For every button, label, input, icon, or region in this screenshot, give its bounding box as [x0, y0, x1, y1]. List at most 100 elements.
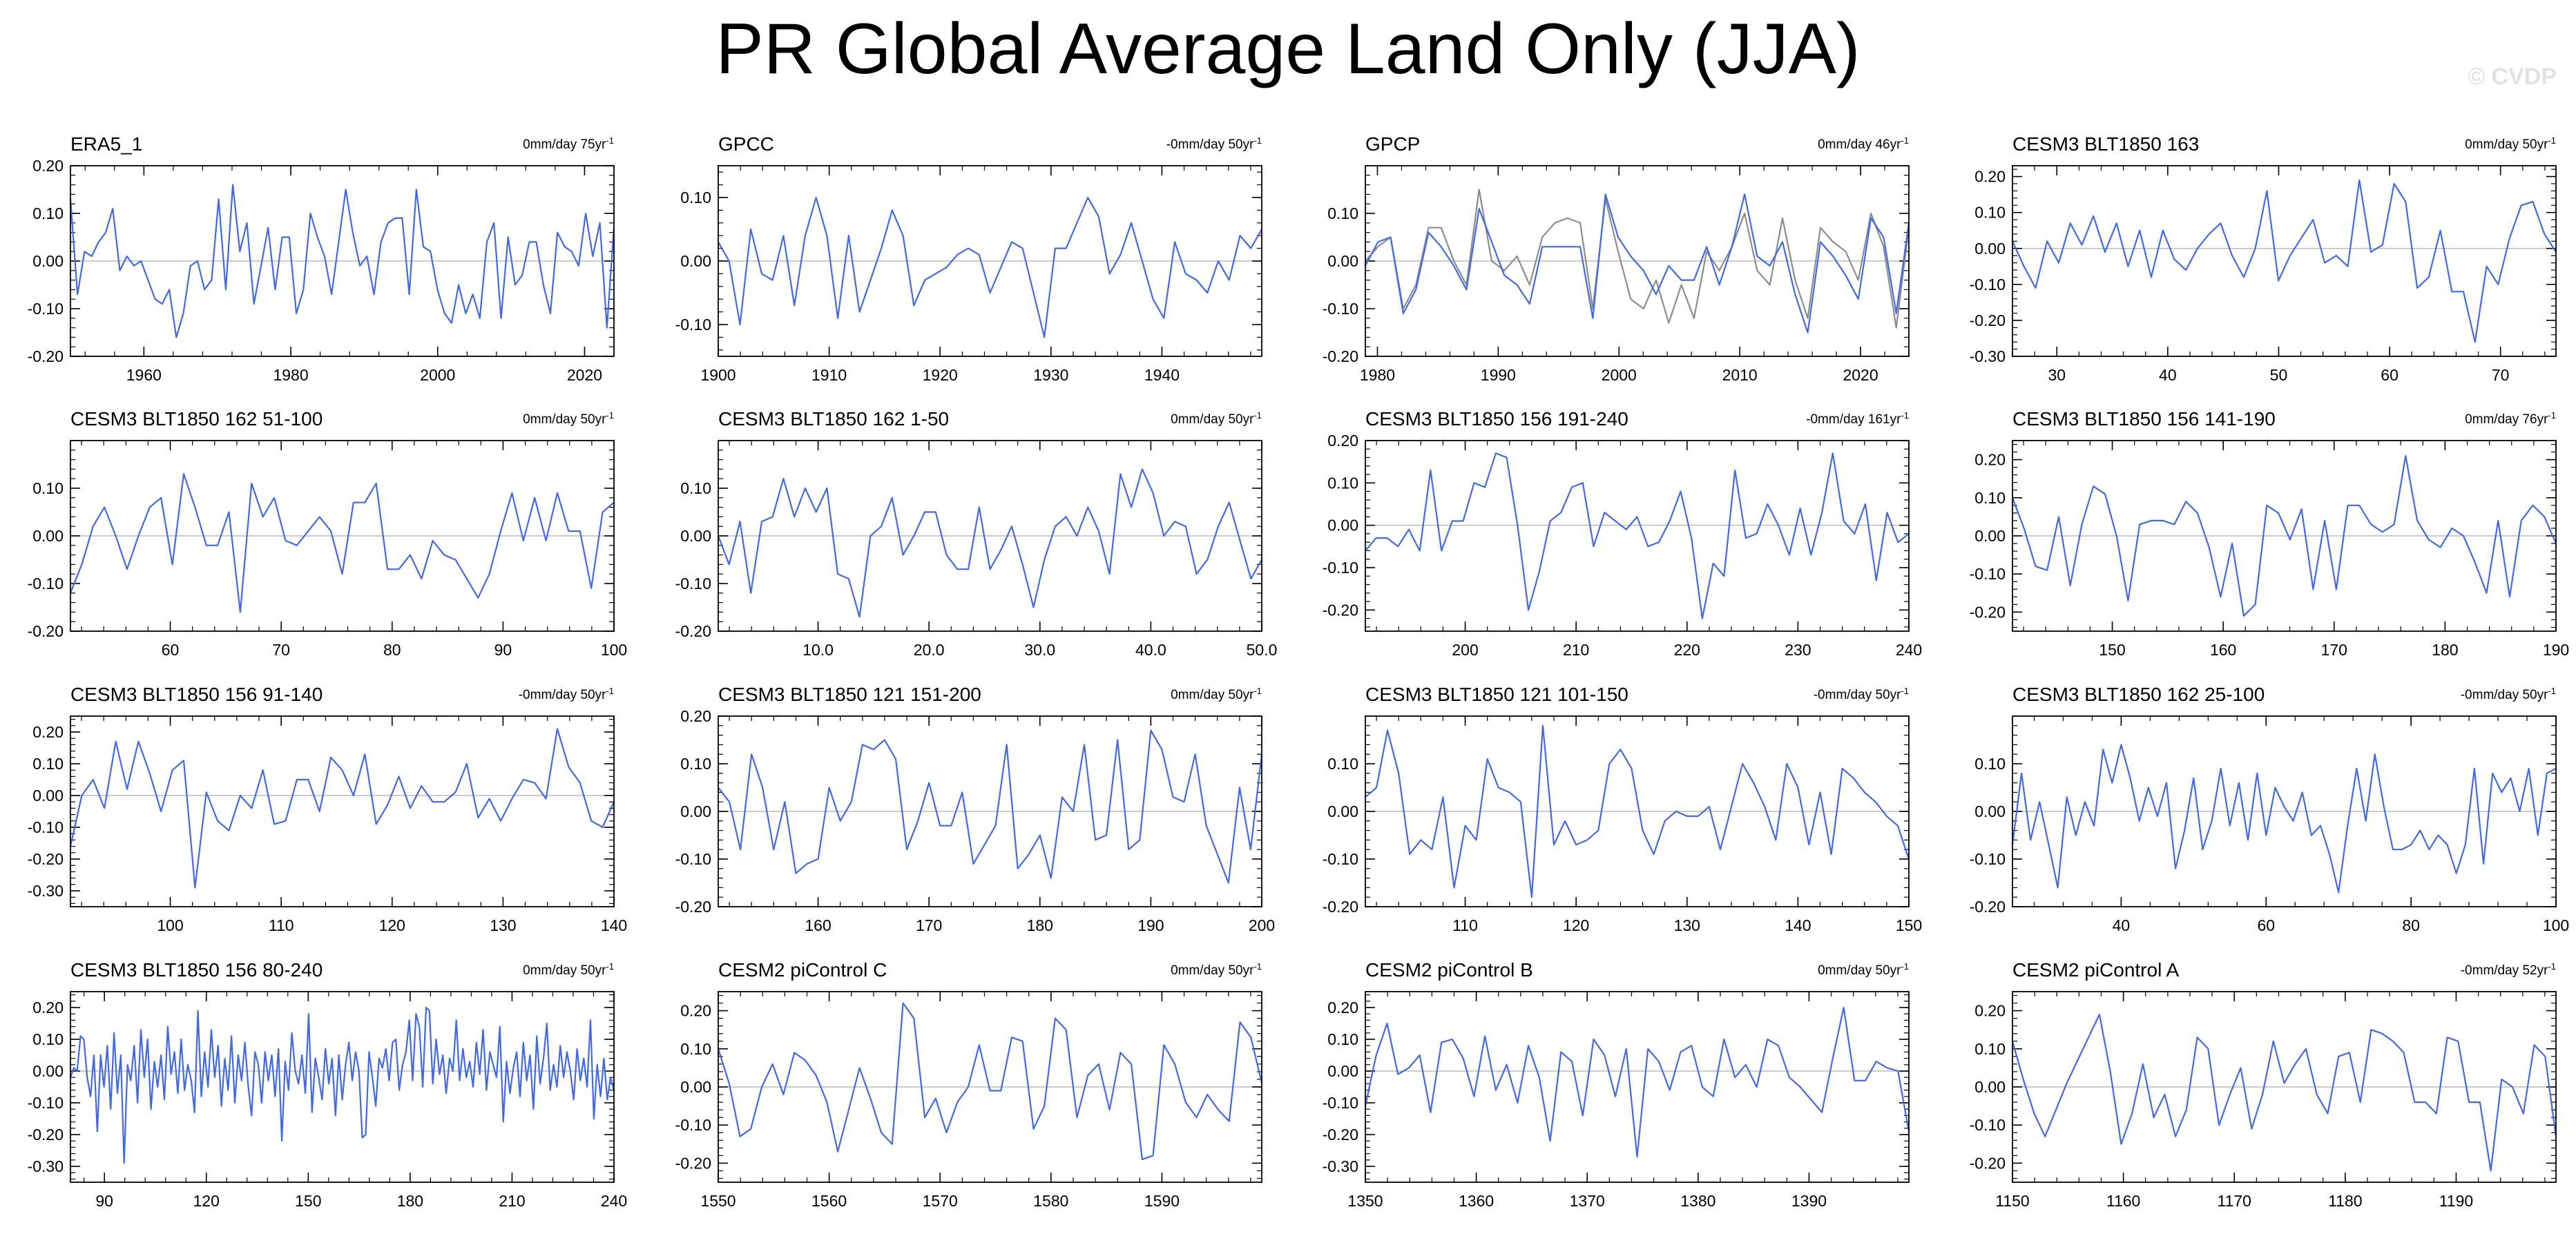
y-tick-label: -0.20: [1323, 601, 1358, 619]
panel-title: CESM3 BLT1850 156 141-190: [2012, 408, 2276, 430]
y-tick-label: 0.10: [1327, 755, 1358, 773]
x-tick-label: 1570: [923, 1192, 958, 1210]
x-tick-label: 1930: [1033, 366, 1068, 384]
x-tick-label: 60: [2381, 366, 2399, 384]
panel-title: CESM3 BLT1850 156 80-240: [70, 959, 323, 981]
x-tick-label: 110: [269, 916, 294, 934]
y-tick-label: 0.10: [32, 1030, 64, 1048]
x-tick-label: 1960: [126, 366, 162, 384]
x-tick-label: 1170: [2217, 1192, 2251, 1210]
x-tick-label: 70: [2492, 366, 2510, 384]
y-tick-label: -0.30: [28, 1157, 64, 1175]
plot-frame: [1365, 440, 1910, 632]
x-tick-label: 180: [1027, 916, 1053, 934]
plot-frame: [2012, 715, 2557, 907]
y-tick-label: -0.20: [675, 622, 711, 640]
series-line: [69, 728, 615, 889]
panel-trend-label: 0mm/day 75yr-1: [523, 135, 614, 152]
panel-trend-label: -0mm/day 50yr-1: [519, 686, 614, 702]
trend-exponent: -1: [2548, 410, 2556, 421]
x-tick-label: 210: [1563, 641, 1589, 659]
x-tick-label: 100: [2543, 916, 2569, 934]
x-tick-label: 140: [1785, 916, 1811, 934]
panel-trend-label: -0mm/day 52yr-1: [2461, 961, 2556, 978]
trend-exponent: -1: [606, 686, 614, 696]
plot-frame: [1365, 165, 1910, 357]
y-tick-label: -0.20: [28, 1126, 64, 1144]
x-tick-label: 130: [1674, 916, 1700, 934]
y-tick-label: -0.30: [1970, 347, 2006, 365]
plot-frame: [70, 991, 615, 1183]
y-tick-label: 0.10: [680, 189, 711, 206]
x-tick-label: 2010: [1722, 366, 1758, 384]
series-line: [1365, 724, 1910, 898]
x-tick-label: 1580: [1033, 1192, 1068, 1210]
y-tick-label: -0.10: [675, 575, 711, 592]
x-tick-label: 1360: [1459, 1192, 1494, 1210]
x-tick-label: 1190: [2439, 1192, 2473, 1210]
panel-trend-label: 0mm/day 76yr-1: [2465, 410, 2556, 427]
chart-panel-3: GPCP 0mm/day 46yr-1 0.10 0.00 -0.10 -0.201980…: [1323, 133, 1910, 384]
panel-trend-label: 0mm/day 50yr-1: [1171, 410, 1262, 427]
y-tick-label: -0.10: [28, 1094, 64, 1112]
series-line: [2012, 179, 2557, 343]
y-tick-label: -0.10: [1323, 300, 1358, 318]
series-line: [69, 184, 615, 338]
y-tick-label: -0.10: [28, 575, 64, 592]
y-tick-label: 0.10: [32, 755, 64, 773]
panel-title: CESM2 piControl A: [2012, 959, 2180, 981]
trend-exponent: -1: [1253, 135, 1262, 146]
y-tick-label: 0.00: [680, 527, 711, 545]
panel-title: GPCP: [1365, 133, 1420, 155]
y-tick-label: -0.20: [1970, 1154, 2006, 1172]
panel-title: CESM3 BLT1850 162 1-50: [718, 408, 949, 430]
y-tick-label: -0.20: [1323, 347, 1358, 365]
panel-title: ERA5_1: [70, 133, 142, 155]
y-tick-label: -0.20: [1970, 898, 2006, 916]
plot-frame: [70, 165, 615, 357]
x-tick-label: 1590: [1144, 1192, 1180, 1210]
y-tick-label: 0.10: [1974, 204, 2006, 222]
plot-frame: [718, 715, 1262, 907]
x-tick-label: 40: [2159, 366, 2177, 384]
x-tick-label: 1180: [2328, 1192, 2362, 1210]
series-line: [718, 196, 1262, 338]
x-tick-label: 50: [2270, 366, 2288, 384]
series-line: [2011, 744, 2557, 894]
panel-title: CESM3 BLT1850 162 51-100: [70, 408, 323, 430]
y-tick-label: -0.20: [28, 347, 64, 365]
panel-title: CESM2 piControl B: [1365, 959, 1533, 981]
trend-exponent: -1: [606, 135, 614, 146]
x-tick-label: 180: [397, 1192, 423, 1210]
x-tick-label: 1990: [1481, 366, 1516, 384]
y-tick-label: 0.20: [1327, 432, 1358, 450]
panel-trend-label: -0mm/day 50yr-1: [1166, 135, 1262, 152]
panel-title: CESM3 BLT1850 156 191-240: [1365, 408, 1628, 430]
chart-panel-11: CESM3 BLT1850 121 101-150 -0mm/day 50yr-1…: [1323, 684, 1923, 934]
y-tick-label: 0.10: [680, 1040, 711, 1058]
y-tick-label: -0.20: [1970, 603, 2006, 621]
panel-trend-label: -0mm/day 50yr-1: [2461, 686, 2556, 702]
x-tick-label: 200: [1452, 641, 1478, 659]
plot-frame: [2012, 165, 2557, 357]
y-tick-label: 0.00: [1974, 527, 2006, 545]
plot-frame: [70, 715, 615, 907]
trend-exponent: -1: [1253, 410, 1262, 421]
y-tick-label: 0.20: [32, 723, 64, 741]
panel-title: CESM3 BLT1850 162 25-100: [2012, 684, 2265, 705]
x-tick-label: 40: [2113, 916, 2131, 934]
y-tick-label: 0.20: [1974, 168, 2006, 186]
chart-panel-13: CESM3 BLT1850 156 80-240 0mm/day 50yr-1 0.…: [28, 959, 628, 1210]
y-tick-label: 0.00: [1974, 802, 2006, 820]
y-tick-label: -0.20: [1323, 1126, 1358, 1144]
x-tick-label: 1980: [273, 366, 308, 384]
trend-exponent: -1: [1901, 961, 1909, 972]
x-tick-label: 180: [2432, 641, 2458, 659]
y-tick-label: 0.00: [1327, 517, 1358, 534]
y-tick-label: -0.20: [1970, 311, 2006, 329]
y-tick-label: 0.10: [1327, 1030, 1358, 1048]
panel-title: CESM3 BLT1850 156 91-140: [70, 684, 323, 705]
x-tick-label: 240: [1896, 641, 1922, 659]
y-tick-label: -0.20: [675, 898, 711, 916]
y-tick-label: -0.10: [1323, 559, 1358, 577]
